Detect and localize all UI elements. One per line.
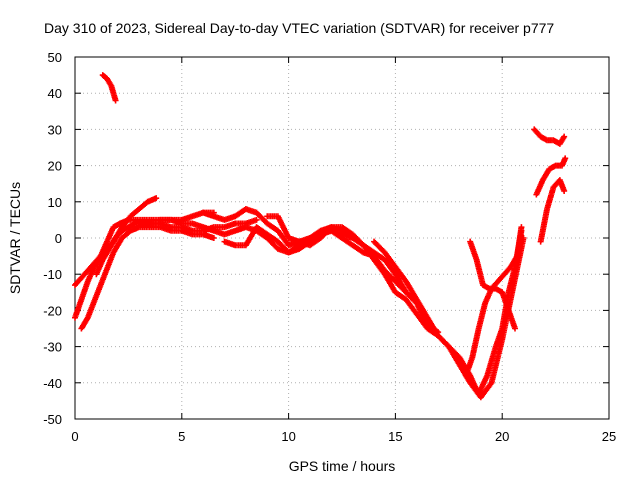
y-axis: 50 40 30 20 10 0 -10 -20 -30 -40 -50 [43, 50, 609, 427]
series-track-h [264, 213, 480, 394]
y-axis-label: SDTVAR / TECUs [7, 182, 23, 294]
x-tick-label: 10 [281, 429, 295, 444]
data-point [210, 235, 217, 241]
series-track-n [533, 155, 569, 198]
y-tick-label: 30 [48, 122, 62, 137]
y-tick-label: 40 [48, 86, 62, 101]
series-track-g [221, 224, 442, 336]
series-track-early-high [99, 72, 119, 104]
x-tick-label: 0 [71, 429, 78, 444]
y-tick-label: -40 [43, 376, 62, 391]
y-tick-label: -50 [43, 412, 62, 427]
series-track-o [537, 177, 568, 245]
series-track-b [72, 195, 160, 321]
y-tick-label: -30 [43, 340, 62, 355]
series-track-m [531, 126, 568, 147]
x-axis: 0 5 10 15 20 25 [71, 57, 616, 444]
data-point [253, 216, 260, 223]
x-tick-label: 25 [602, 429, 616, 444]
y-tick-label: -10 [43, 267, 62, 282]
data-point [562, 155, 569, 162]
data-point [518, 227, 525, 234]
chart-title: Day 310 of 2023, Sidereal Day-to-day VTE… [44, 20, 554, 36]
x-axis-label: GPS time / hours [289, 458, 396, 474]
data-point [153, 195, 160, 202]
series-track-d [93, 216, 260, 278]
y-tick-label: 50 [48, 50, 62, 65]
data-point [112, 97, 119, 104]
data-point [561, 133, 568, 140]
x-tick-label: 20 [495, 429, 509, 444]
y-tick-label: -20 [43, 303, 62, 318]
series-track-l [475, 227, 525, 397]
y-tick-label: 0 [55, 231, 62, 246]
series-track-c [78, 224, 217, 332]
data-point [512, 325, 519, 332]
x-tick-label: 15 [388, 429, 402, 444]
data-point [561, 187, 568, 194]
x-tick-label: 5 [178, 429, 185, 444]
data-marks [72, 72, 569, 401]
y-tick-label: 10 [48, 195, 62, 210]
y-tick-label: 20 [48, 159, 62, 174]
